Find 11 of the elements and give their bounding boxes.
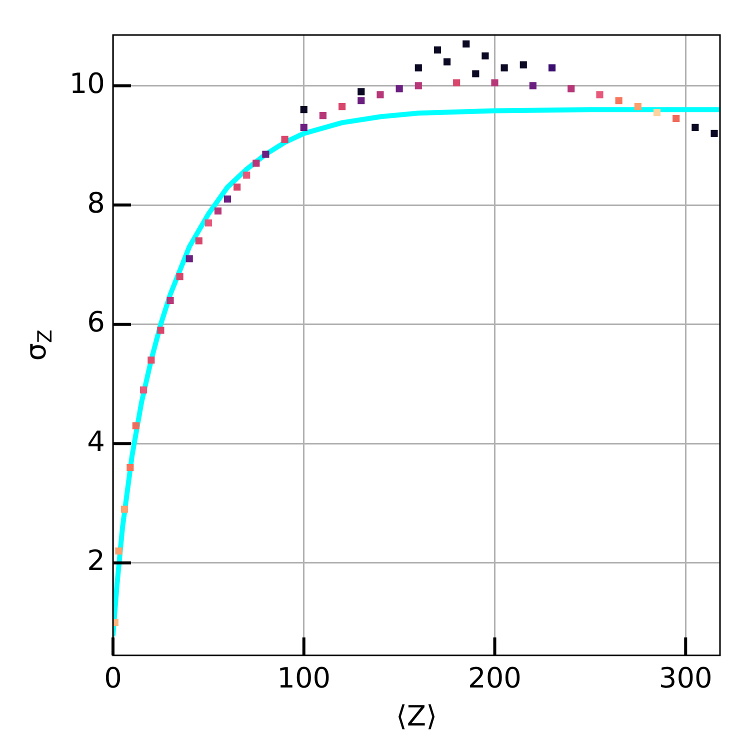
y-tick-label: 2	[87, 544, 105, 578]
y-tick-label: 10	[69, 66, 105, 100]
y-tick-label: 4	[87, 424, 105, 458]
y-tick-label: 6	[87, 306, 105, 339]
x-axis-title: ⟨Z⟩	[396, 699, 438, 732]
y-axis-title: σZ	[19, 330, 56, 361]
x-tick-label: 0	[104, 661, 122, 694]
x-tick-label: 200	[468, 661, 522, 694]
y-tick-label: 8	[87, 186, 105, 220]
x-tick-label: 300	[658, 661, 712, 694]
x-tick-label: 100	[277, 661, 331, 694]
